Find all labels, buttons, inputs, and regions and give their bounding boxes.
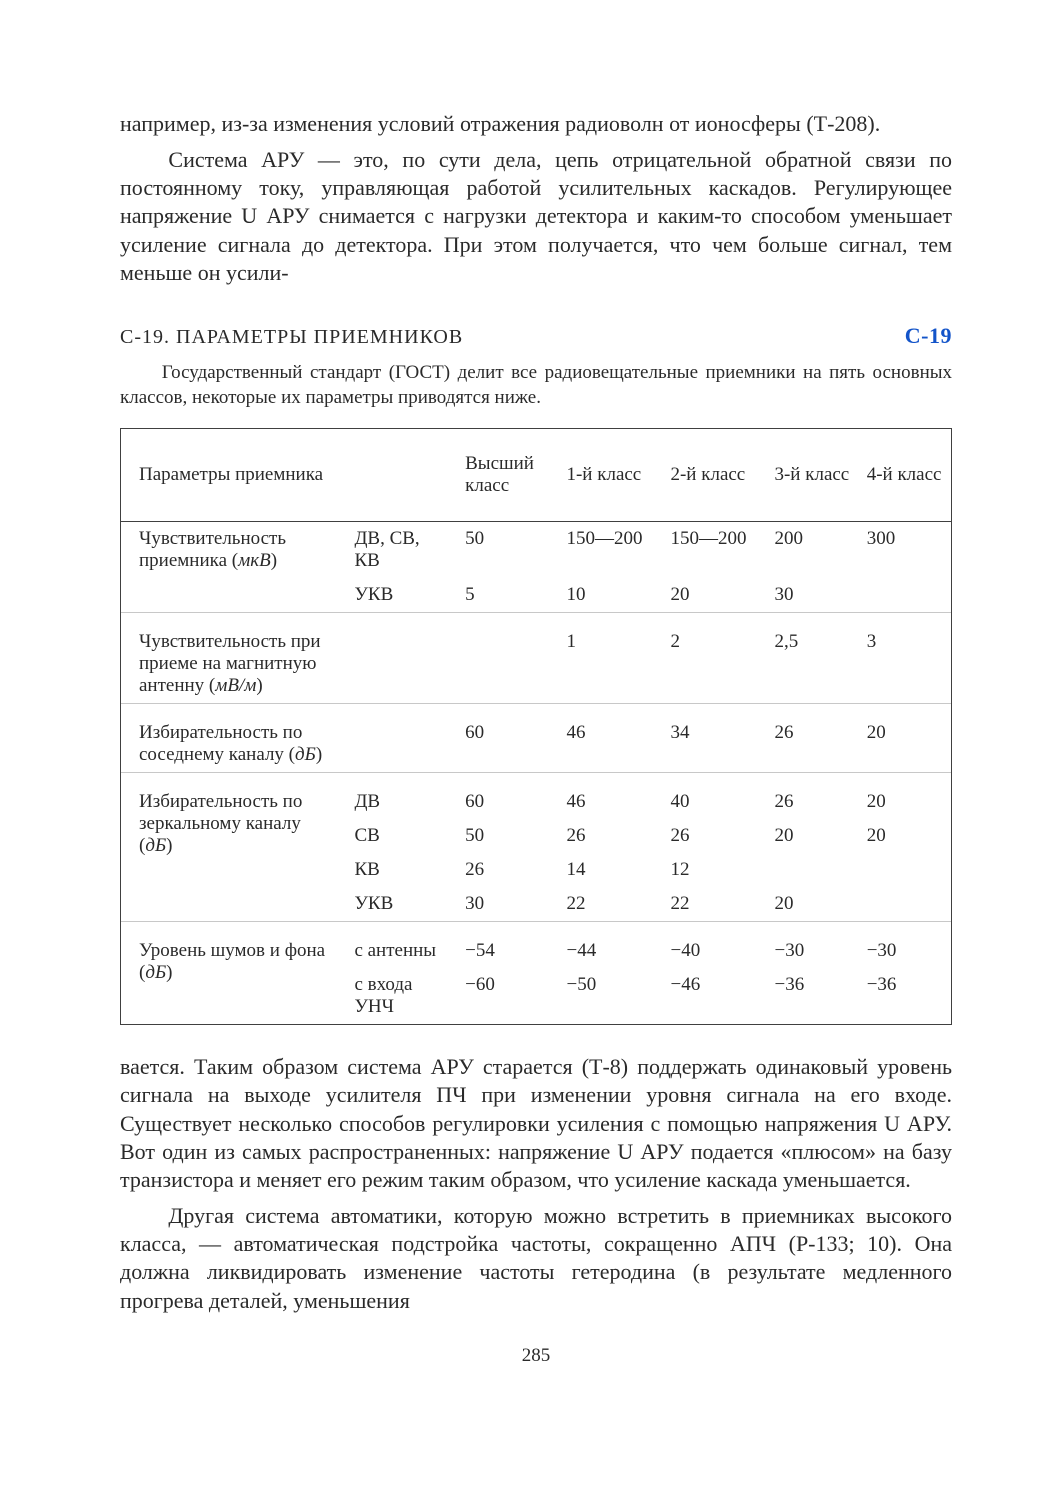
param-label: Избирательность по зеркальному каналу (д…	[121, 785, 346, 922]
cell: 12	[662, 853, 766, 887]
paragraph: Система АРУ — это, по сути дела, цепь от…	[120, 146, 952, 287]
param-label: Чувствительность приемника (мкВ)	[121, 522, 346, 613]
cell: 300	[859, 522, 951, 579]
cell: КВ	[346, 853, 457, 887]
cell: УКВ	[346, 578, 457, 613]
cell: 26	[766, 716, 858, 773]
table-row: Избирательность по зеркальному каналу (д…	[121, 785, 951, 819]
cell: 20	[662, 578, 766, 613]
cell: −36	[766, 968, 858, 1024]
param-label-text: Уровень шумов и фона (дБ)	[139, 940, 325, 983]
cell	[346, 716, 457, 773]
cell: −54	[457, 934, 558, 968]
section-badge: С-19	[905, 323, 952, 349]
cell: 26	[662, 819, 766, 853]
cell: 20	[859, 785, 951, 819]
table-row: Избирательность по соседнему каналу (дБ)…	[121, 716, 951, 773]
cell: 5	[457, 578, 558, 613]
parameters-table-wrap: Параметры приемника Высший класс 1-й кла…	[120, 428, 952, 1025]
table-row: Чувствительность при приеме на магнитную…	[121, 625, 951, 704]
cell: 150—200	[558, 522, 662, 579]
param-label-text: Избирательность по зеркальному каналу (д…	[139, 791, 302, 856]
cell: 30	[766, 578, 858, 613]
cell: −30	[766, 934, 858, 968]
parameters-table: Параметры приемника Высший класс 1-й кла…	[121, 429, 951, 1024]
cell: 200	[766, 522, 858, 579]
col-header-c4: 4-й класс	[859, 429, 951, 522]
cell: 14	[558, 853, 662, 887]
cell: 60	[457, 785, 558, 819]
param-label-text: Чувствительность приемника (мкВ)	[139, 528, 286, 571]
cell: ДВ	[346, 785, 457, 819]
table-row: Чувствительность приемника (мкВ) ДВ, СВ,…	[121, 522, 951, 579]
cell: −46	[662, 968, 766, 1024]
cell: 26	[558, 819, 662, 853]
cell: 46	[558, 716, 662, 773]
cell	[457, 625, 558, 704]
cell	[859, 578, 951, 613]
col-header-sub	[346, 429, 457, 522]
table-row: Уровень шумов и фона (дБ) с антенны −54 …	[121, 934, 951, 968]
cell: 40	[662, 785, 766, 819]
col-header-c3: 3-й класс	[766, 429, 858, 522]
section-header: С-19. ПАРАМЕТРЫ ПРИЕМНИКОВ С-19	[120, 323, 952, 349]
cell: 20	[766, 887, 858, 922]
param-label-text: Чувствительность при приеме на магнитную…	[139, 631, 321, 696]
cell: 2	[662, 625, 766, 704]
cell: 1	[558, 625, 662, 704]
table-header-row: Параметры приемника Высший класс 1-й кла…	[121, 429, 951, 522]
cell: с входа УНЧ	[346, 968, 457, 1024]
paragraph: вается. Таким образом система АРУ старае…	[120, 1053, 952, 1194]
cell: 22	[662, 887, 766, 922]
cell: 20	[859, 819, 951, 853]
cell: −60	[457, 968, 558, 1024]
cell: −50	[558, 968, 662, 1024]
cell: −40	[662, 934, 766, 968]
table-divider	[121, 773, 951, 786]
cell: 3	[859, 625, 951, 704]
paragraph: Другая система автоматики, которую можно…	[120, 1202, 952, 1315]
cell: −44	[558, 934, 662, 968]
cell: 46	[558, 785, 662, 819]
cell: УКВ	[346, 887, 457, 922]
paragraph: например, из-за изменения условий отраже…	[120, 110, 952, 138]
cell: 30	[457, 887, 558, 922]
page: { "para1": "например, из-за изменения ус…	[0, 0, 1052, 1500]
cell: с антенны	[346, 934, 457, 968]
col-header-c2: 2-й класс	[662, 429, 766, 522]
param-label: Избирательность по соседнему каналу (дБ)	[121, 716, 346, 773]
cell: 34	[662, 716, 766, 773]
cell: 60	[457, 716, 558, 773]
section-intro: Государственный стандарт (ГОСТ) делит вс…	[120, 361, 952, 410]
param-label-text: Избирательность по соседнему каналу (дБ)	[139, 722, 322, 765]
cell	[859, 853, 951, 887]
section-title: С-19. ПАРАМЕТРЫ ПРИЕМНИКОВ	[120, 326, 463, 349]
col-header-high: Высший класс	[457, 429, 558, 522]
cell: 26	[457, 853, 558, 887]
cell	[766, 853, 858, 887]
cell: 22	[558, 887, 662, 922]
cell: 50	[457, 522, 558, 579]
page-number: 285	[120, 1345, 952, 1367]
cell: 20	[859, 716, 951, 773]
col-header-c1: 1-й класс	[558, 429, 662, 522]
cell: СВ	[346, 819, 457, 853]
cell: 20	[766, 819, 858, 853]
cell: 50	[457, 819, 558, 853]
cell	[859, 887, 951, 922]
cell: ДВ, СВ, КВ	[346, 522, 457, 579]
cell: −30	[859, 934, 951, 968]
col-header-param: Параметры приемника	[121, 429, 346, 522]
table-divider	[121, 922, 951, 935]
table-divider	[121, 704, 951, 717]
cell: 2,5	[766, 625, 858, 704]
cell	[346, 625, 457, 704]
cell: 150—200	[662, 522, 766, 579]
param-label: Уровень шумов и фона (дБ)	[121, 934, 346, 1024]
cell: 26	[766, 785, 858, 819]
param-label: Чувствительность при приеме на магнитную…	[121, 625, 346, 704]
table-divider	[121, 613, 951, 626]
cell: 10	[558, 578, 662, 613]
cell: −36	[859, 968, 951, 1024]
